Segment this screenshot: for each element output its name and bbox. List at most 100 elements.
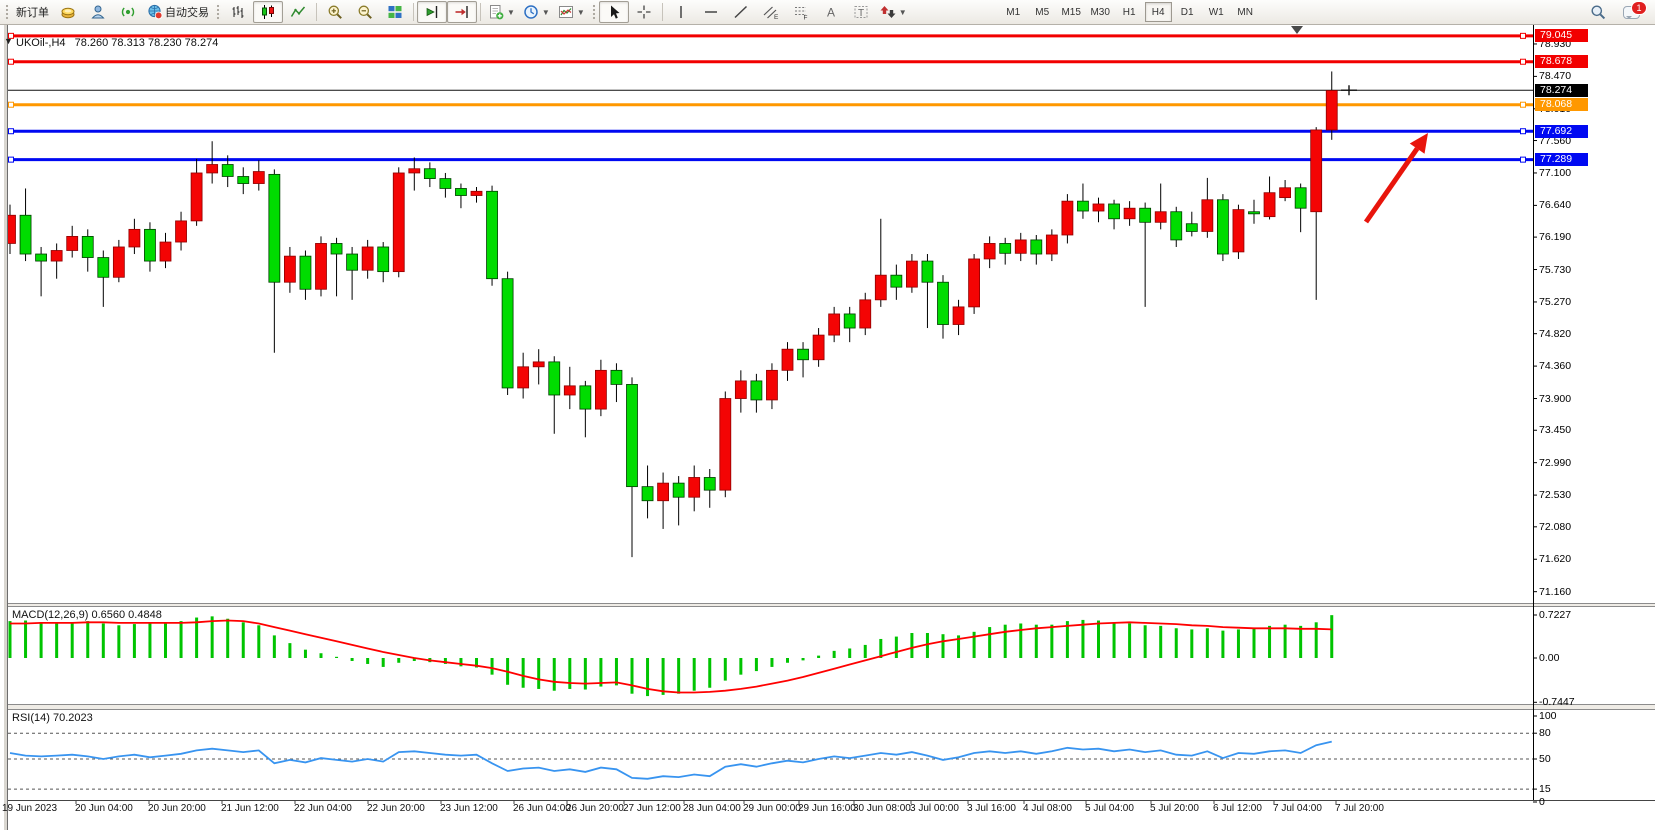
dropdown-arrow-icon[interactable]: ▼ <box>576 7 585 17</box>
timeframe-m30[interactable]: M30 <box>1090 6 1110 18</box>
search-button[interactable] <box>1583 1 1613 23</box>
bars-icon <box>230 4 246 20</box>
price-badge: 78.678 <box>1535 55 1588 69</box>
auto-trading-button[interactable]: 自动交易 <box>143 1 213 23</box>
timeframe-h1[interactable]: H1 <box>1122 6 1136 18</box>
hline-handle <box>8 156 14 163</box>
rsi-label: RSI(14) 70.2023 <box>12 712 93 724</box>
globe-icon <box>147 4 163 20</box>
notification-badge: 1 <box>1631 1 1647 15</box>
signal-icon <box>120 4 136 20</box>
zoom-in-button[interactable] <box>320 1 350 23</box>
rsi-scale-label: 80 <box>1539 727 1551 740</box>
macd-indicator <box>8 615 1334 697</box>
toolbar-grip[interactable] <box>4 3 10 21</box>
zoomin-icon <box>327 4 343 20</box>
crosshair-button[interactable] <box>629 1 659 23</box>
dropdown-arrow-icon[interactable]: ▼ <box>898 7 907 17</box>
macd-scale-label: -0.7447 <box>1539 696 1575 709</box>
main-toolbar: 新订单 自动交易 ▼ ▼ ▼ ▼ M1 M5 M15 M30 H1 H4 D1 W1 MN 1 <box>0 0 1655 25</box>
community-button[interactable] <box>83 1 113 23</box>
hline-handle <box>1520 128 1526 135</box>
fibonacci-button[interactable] <box>786 1 816 23</box>
timeframe-m15[interactable]: M15 <box>1061 6 1081 18</box>
trendline-button[interactable] <box>726 1 756 23</box>
toolbar-separator <box>316 3 317 21</box>
user-icon <box>90 4 106 20</box>
profile-icon <box>558 4 574 20</box>
dropdown-arrow-icon[interactable]: ▼ <box>541 7 550 17</box>
time-axis-label: 3 Jul 16:00 <box>967 803 1016 814</box>
toolbar-separator <box>413 3 414 21</box>
hline-handle <box>8 32 14 39</box>
timeframe-w1[interactable]: W1 <box>1208 6 1224 18</box>
price-badge: 77.692 <box>1535 124 1588 138</box>
text-button[interactable] <box>816 1 846 23</box>
time-axis-label: 6 Jul 12:00 <box>1213 803 1262 814</box>
timeframe-d1[interactable]: D1 <box>1180 6 1194 18</box>
new-order-button[interactable]: 新订单 <box>12 1 53 23</box>
hline-icon <box>703 4 719 20</box>
time-axis-label: 27 Jun 12:00 <box>623 803 681 814</box>
time-axis-label: 30 Jun 08:00 <box>853 803 911 814</box>
time-axis-label: 21 Jun 12:00 <box>221 803 279 814</box>
period-menu-button[interactable]: ▼ <box>519 1 554 23</box>
equidistant-channel-button[interactable] <box>756 1 786 23</box>
timeframe-h4[interactable]: H4 <box>1144 2 1172 22</box>
arrows-shapes-button[interactable]: ▼ <box>876 1 911 23</box>
price-tick-label: 73.450 <box>1539 424 1572 437</box>
candlestick-chart-button[interactable] <box>253 1 283 23</box>
channel-icon <box>763 4 779 20</box>
hline-handle <box>1520 156 1526 163</box>
horizontal-line-button[interactable] <box>696 1 726 23</box>
vline-icon <box>673 4 689 20</box>
auto-scroll-button[interactable] <box>417 1 447 23</box>
notifications-button[interactable]: 1 <box>1623 1 1647 22</box>
hline-handle <box>8 128 14 135</box>
time-axis-label: 3 Jul 00:00 <box>910 803 959 814</box>
zoom-out-button[interactable] <box>350 1 380 23</box>
profiles-button[interactable]: ▼ <box>554 1 589 23</box>
time-axis-label: 26 Jun 20:00 <box>566 803 624 814</box>
vertical-line-button[interactable] <box>666 1 696 23</box>
bar-chart-button[interactable] <box>223 1 253 23</box>
cursor-button[interactable] <box>598 1 629 23</box>
text-label-button[interactable] <box>846 1 876 23</box>
macd-label: MACD(12,26,9) 0.6560 0.4848 <box>12 609 162 621</box>
price-tick-label: 76.190 <box>1539 231 1572 244</box>
time-axis-label: 5 Jul 20:00 <box>1150 803 1199 814</box>
chart-title: UKOil-,H4 78.260 78.313 78.230 78.274 <box>16 37 218 49</box>
timeframe-mn[interactable]: MN <box>1237 6 1253 18</box>
hline-handle <box>8 58 14 65</box>
macd-scale-label: 0.00 <box>1539 652 1560 664</box>
chart-shift-button[interactable] <box>447 1 477 23</box>
autoscroll-icon <box>424 4 440 20</box>
time-axis-label: 20 Jun 20:00 <box>148 803 206 814</box>
dropdown-arrow-icon[interactable]: ▼ <box>507 7 515 17</box>
rsi-indicator <box>8 732 1533 790</box>
cursor-icon <box>606 4 622 20</box>
horizontal-lines <box>8 32 1533 163</box>
time-axis-label: 29 Jun 16:00 <box>798 803 856 814</box>
price-badge: 78.068 <box>1535 98 1588 112</box>
shiftend-icon <box>454 4 470 20</box>
new-chart-button[interactable]: ▼ <box>484 1 519 23</box>
crosshair-icon <box>636 4 652 20</box>
price-tick-label: 74.820 <box>1539 327 1572 340</box>
auto-trading-button-label: 自动交易 <box>165 7 209 19</box>
chevron-down-icon[interactable]: ▼ <box>4 36 13 46</box>
timeframe-m5[interactable]: M5 <box>1035 6 1050 18</box>
signals-button[interactable] <box>113 1 143 23</box>
time-axis-label: 29 Jun 00:00 <box>743 803 801 814</box>
deposit-button[interactable] <box>53 1 83 23</box>
timeframe-m1[interactable]: M1 <box>1006 6 1021 18</box>
toolbar-grip[interactable] <box>215 3 221 21</box>
line-chart-button[interactable] <box>283 1 313 23</box>
price-tick-label: 75.270 <box>1539 295 1572 308</box>
rsi-scale-label: 50 <box>1539 753 1551 765</box>
tile-windows-button[interactable] <box>380 1 410 23</box>
toolbar-grip[interactable] <box>590 3 597 21</box>
time-axis-label: 22 Jun 20:00 <box>367 803 425 814</box>
